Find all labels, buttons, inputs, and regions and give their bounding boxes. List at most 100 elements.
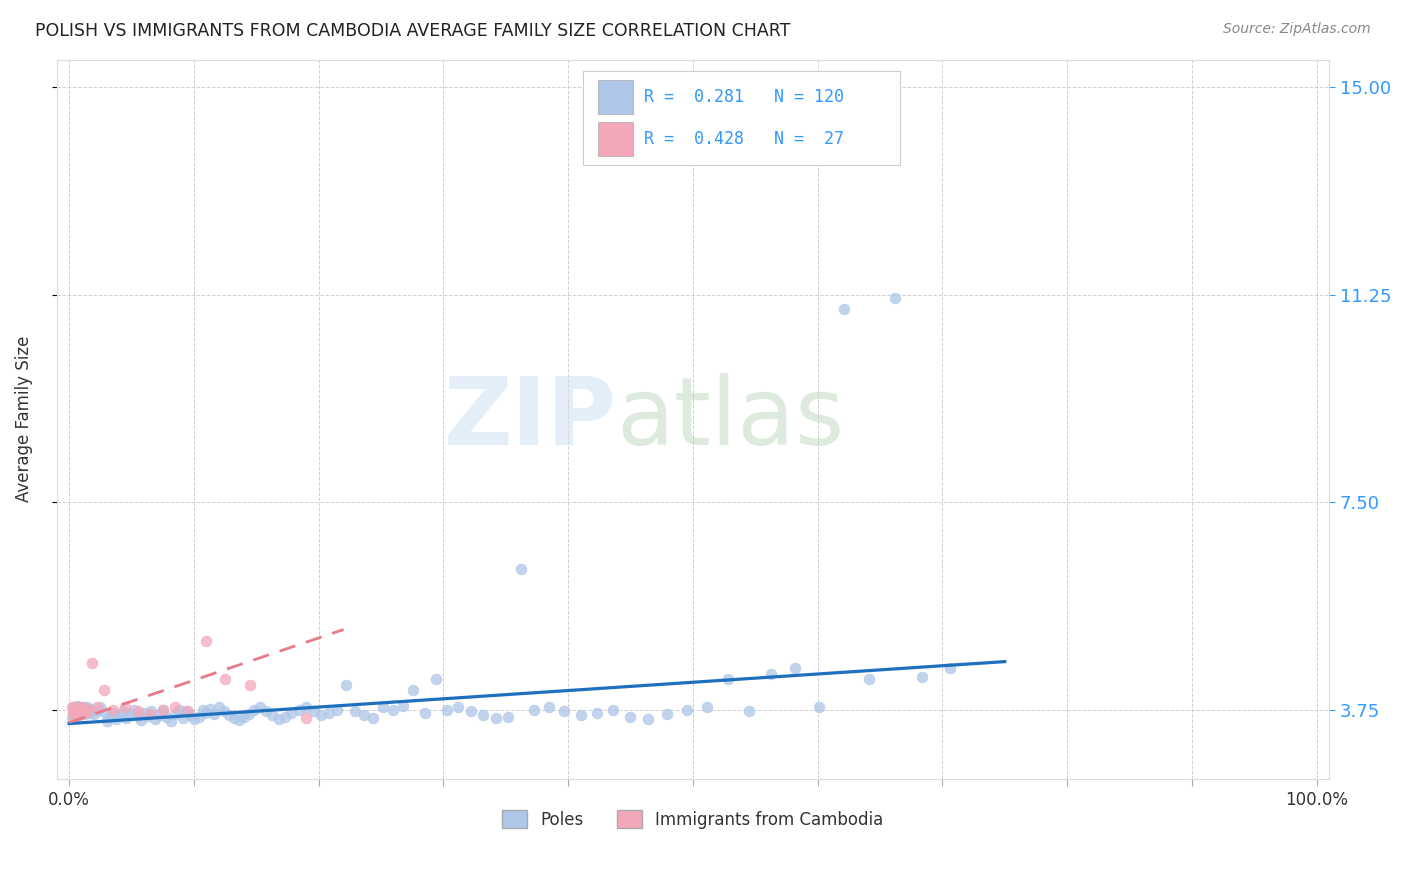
- Point: [101, 703, 124, 717]
- Point: [538, 700, 561, 714]
- Point: [254, 705, 277, 719]
- Point: [70, 703, 93, 717]
- Point: [80, 656, 103, 670]
- Point: [66, 700, 89, 714]
- Legend: Poles, Immigrants from Cambodia: Poles, Immigrants from Cambodia: [495, 804, 890, 835]
- Point: [105, 712, 128, 726]
- Point: [93, 705, 115, 719]
- Point: [167, 703, 190, 717]
- Text: ZIP: ZIP: [444, 373, 616, 466]
- Point: [326, 703, 349, 717]
- Point: [318, 706, 340, 720]
- Point: [79, 702, 101, 716]
- Point: [717, 673, 740, 687]
- Point: [884, 291, 907, 305]
- Point: [63, 703, 86, 717]
- Point: [66, 703, 89, 717]
- Point: [115, 711, 138, 725]
- Point: [267, 712, 290, 726]
- Text: R =  0.428   N =  27: R = 0.428 N = 27: [644, 130, 844, 148]
- Point: [287, 703, 309, 717]
- Text: R =  0.281   N = 120: R = 0.281 N = 120: [644, 88, 844, 106]
- Point: [274, 710, 297, 724]
- Point: [60, 700, 83, 714]
- Point: [363, 711, 385, 725]
- Point: [73, 703, 96, 717]
- Point: [65, 705, 87, 719]
- Point: [65, 708, 87, 723]
- Point: [343, 705, 366, 719]
- Point: [86, 703, 108, 717]
- Point: [96, 714, 118, 728]
- Point: [101, 706, 124, 720]
- Point: [738, 705, 761, 719]
- Point: [249, 700, 271, 714]
- Point: [447, 700, 470, 714]
- Point: [73, 706, 96, 720]
- Point: [295, 700, 318, 714]
- Point: [63, 700, 86, 714]
- Point: [83, 706, 105, 721]
- Point: [63, 703, 86, 717]
- Point: [309, 708, 332, 723]
- Point: [228, 713, 250, 727]
- Point: [413, 706, 436, 720]
- Point: [425, 673, 447, 687]
- Point: [69, 706, 91, 721]
- Point: [62, 706, 84, 720]
- Point: [65, 705, 87, 719]
- Text: Source: ZipAtlas.com: Source: ZipAtlas.com: [1223, 22, 1371, 37]
- Point: [136, 709, 159, 723]
- Point: [65, 711, 87, 725]
- Point: [98, 710, 121, 724]
- Point: [911, 669, 934, 683]
- Point: [637, 712, 659, 726]
- Point: [67, 702, 90, 716]
- Point: [239, 678, 262, 692]
- Point: [114, 700, 136, 714]
- Point: [60, 711, 83, 725]
- Point: [152, 703, 174, 717]
- Point: [165, 706, 187, 721]
- Point: [75, 706, 97, 721]
- Point: [373, 700, 395, 714]
- Point: [72, 701, 94, 715]
- Point: [353, 708, 375, 723]
- Y-axis label: Average Family Size: Average Family Size: [15, 336, 32, 502]
- Point: [553, 705, 575, 719]
- Point: [262, 708, 284, 723]
- Point: [72, 705, 94, 719]
- Point: [76, 700, 98, 714]
- Point: [148, 707, 170, 722]
- Point: [127, 709, 149, 723]
- Point: [179, 708, 201, 723]
- Point: [382, 703, 405, 717]
- Point: [187, 710, 209, 724]
- Point: [785, 661, 807, 675]
- Point: [108, 708, 131, 723]
- Point: [72, 700, 94, 714]
- Point: [120, 706, 142, 721]
- Point: [131, 713, 153, 727]
- Point: [176, 705, 198, 719]
- Point: [122, 703, 145, 717]
- Point: [65, 701, 87, 715]
- Point: [335, 678, 357, 692]
- Point: [69, 706, 91, 721]
- Point: [127, 705, 149, 719]
- Point: [143, 712, 166, 726]
- Point: [585, 706, 607, 720]
- Point: [569, 708, 592, 723]
- Point: [202, 706, 225, 721]
- Point: [402, 683, 425, 698]
- Point: [139, 706, 162, 721]
- Point: [509, 562, 531, 576]
- Point: [761, 666, 783, 681]
- Point: [77, 706, 100, 720]
- Point: [485, 711, 508, 725]
- Point: [65, 698, 87, 713]
- Point: [62, 706, 84, 720]
- Point: [160, 714, 183, 728]
- Point: [80, 705, 103, 719]
- Point: [523, 703, 546, 717]
